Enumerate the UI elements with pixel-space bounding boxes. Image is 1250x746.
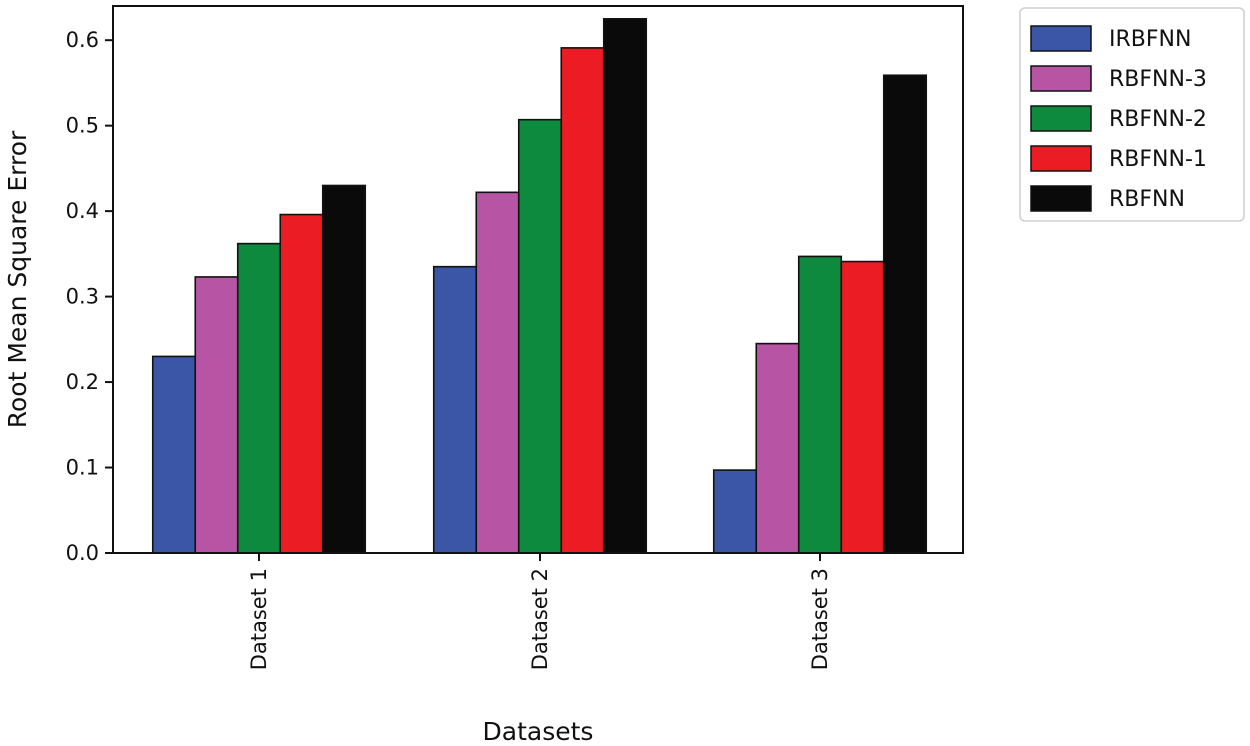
legend-label-rbfnn-2: RBFNN-2 [1109,107,1207,132]
bar-rbfnn-2-dataset-3 [797,255,843,554]
plot-frame [112,5,964,554]
legend-swatch-rbfnn-3 [1030,65,1092,92]
legend-label-rbfnn-3: RBFNN-3 [1109,67,1207,92]
legend-label-rbfnn-1: RBFNN-1 [1109,147,1207,172]
bar-rbfnn-dataset-2 [602,18,648,554]
x-tick-label: Dataset 2 [528,568,552,670]
bar-rbfnn-1-dataset-3 [840,260,885,554]
y-axis: 0.0 0.1 0.2 0.3 0.4 0.5 0.6 [66,28,113,565]
legend-swatch-rbfnn-1 [1030,145,1092,172]
legend-label-rbfnn: RBFNN [1109,187,1185,212]
legend-swatch-rbfnn [1030,185,1092,212]
y-axis-title: Root Mean Square Error [3,130,32,428]
bar-rbfnn-3-dataset-2 [475,191,520,554]
bar-rbfnn-dataset-3 [882,74,928,554]
bar-rbfnn-3-dataset-1 [194,276,239,554]
legend-label-irbfnn: IRBFNN [1109,27,1191,52]
bar-irbfnn-dataset-3 [712,469,758,554]
bar-irbfnn-dataset-2 [432,265,478,554]
y-tick-label: 0.5 [66,114,99,138]
y-tick-label: 0.4 [66,199,99,223]
legend-swatch-rbfnn-2 [1030,105,1092,132]
plot-area [151,18,928,554]
x-tick-label: Dataset 1 [247,568,271,670]
bar-rbfnn-1-dataset-1 [279,213,324,554]
y-tick-label: 0.3 [66,285,99,309]
legend-swatch-irbfnn [1030,25,1092,52]
y-tick-label: 0.1 [66,456,99,480]
x-tick-label: Dataset 3 [808,568,832,670]
bar-rbfnn-3-dataset-3 [755,342,800,554]
bar-rbfnn-2-dataset-2 [517,118,563,554]
y-tick-label: 0.6 [66,28,99,52]
y-tick-label: 0.0 [66,541,99,565]
legend: IRBFNN RBFNN-3 RBFNN-2 RBFNN-1 RBFNN [1019,7,1245,222]
bar-rbfnn-dataset-1 [321,184,367,554]
x-axis-title: Datasets [483,717,594,746]
bar-irbfnn-dataset-1 [151,355,197,554]
bar-rbfnn-1-dataset-2 [560,47,605,554]
y-tick-label: 0.2 [66,370,99,394]
x-axis: Dataset 1 Dataset 2 Dataset 3 [247,553,832,670]
bar-rbfnn-2-dataset-1 [236,242,282,554]
